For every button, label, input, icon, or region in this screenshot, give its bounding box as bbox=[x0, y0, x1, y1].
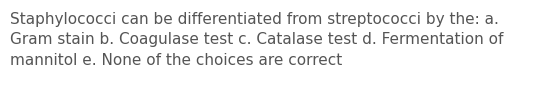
Text: Staphylococci can be differentiated from streptococci by the: a.
Gram stain b. C: Staphylococci can be differentiated from… bbox=[10, 12, 503, 68]
